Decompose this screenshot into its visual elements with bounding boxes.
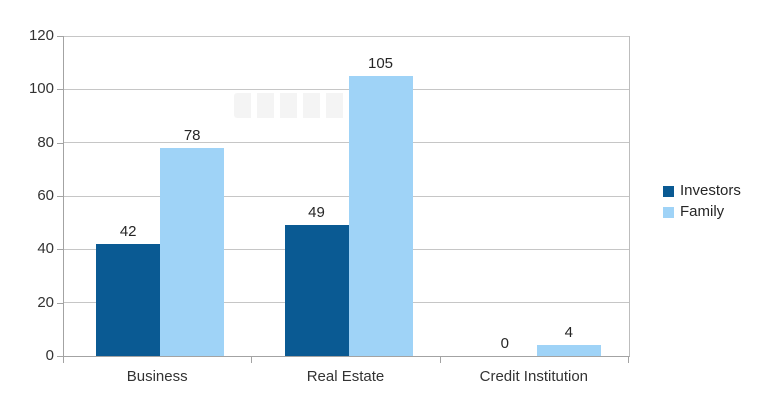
y-axis-tick-label: 120 — [28, 27, 54, 44]
y-axis-tick-mark — [57, 249, 63, 251]
value-label: 78 — [183, 127, 201, 144]
value-label: 105 — [367, 55, 394, 72]
value-label: 4 — [564, 324, 573, 342]
legend-item-investors: Investors — [663, 183, 741, 199]
x-axis-tick-mark — [251, 357, 253, 363]
y-axis-tick-mark — [57, 142, 63, 144]
value-label: 49 — [308, 204, 325, 222]
x-axis-category-label: Real Estate — [306, 368, 385, 385]
legend-label: Investors — [680, 182, 741, 199]
y-axis-tick-label: 20 — [37, 293, 54, 311]
y-axis-tick-label: 80 — [37, 133, 54, 151]
x-axis-category-label: Business — [126, 368, 188, 385]
y-axis-tick-mark — [57, 36, 63, 37]
y-axis-tick-mark — [57, 89, 63, 91]
gridline-100 — [64, 88, 629, 90]
bar-family-business — [160, 148, 225, 356]
y-axis-tick-label: 40 — [37, 240, 54, 258]
x-axis-tick-mark — [439, 357, 441, 363]
y-axis-tick-label: 0 — [45, 347, 54, 364]
legend-swatch-icon — [663, 185, 674, 197]
y-axis-tick-mark — [57, 196, 63, 197]
gridline-80 — [64, 142, 629, 144]
bar-family-credit-institution — [536, 345, 601, 356]
x-axis-tick-mark — [628, 357, 629, 363]
legend-item-family: Family — [663, 204, 741, 220]
value-label: 0 — [500, 335, 509, 352]
y-axis-tick-label: 100 — [28, 80, 54, 98]
bar-family-real-estate — [348, 76, 413, 356]
gridline-120 — [64, 35, 629, 37]
y-axis-tick-mark — [57, 302, 63, 304]
gridline-60 — [64, 195, 629, 197]
value-label: 42 — [119, 223, 137, 240]
x-axis-category-label: Credit Institution — [479, 368, 589, 385]
y-axis-tick-mark — [57, 356, 63, 357]
y-axis-tick-label: 60 — [37, 187, 54, 204]
legend-label: Family — [680, 203, 725, 220]
bar-investors-real-estate — [284, 225, 349, 356]
x-axis-tick-mark — [63, 357, 64, 363]
bar-investors-business — [96, 244, 161, 356]
legend: Investors Family — [663, 183, 741, 225]
legend-swatch-icon — [663, 206, 674, 218]
plot-area: 42 78 49 105 0 4 — [63, 35, 630, 357]
